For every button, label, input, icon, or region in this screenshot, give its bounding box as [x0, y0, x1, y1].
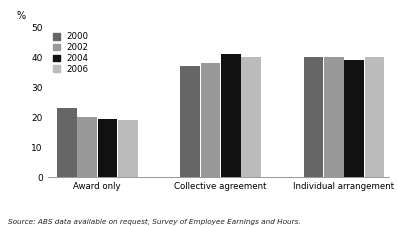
- Bar: [98, 119, 117, 177]
- Bar: [180, 66, 200, 177]
- Bar: [364, 57, 384, 177]
- Bar: [57, 108, 77, 177]
- Bar: [221, 54, 241, 177]
- Text: %: %: [17, 11, 26, 21]
- Bar: [344, 60, 364, 177]
- Bar: [200, 63, 220, 177]
- Bar: [241, 57, 261, 177]
- Text: Source: ABS data available on request, Survey of Employee Earnings and Hours.: Source: ABS data available on request, S…: [8, 219, 301, 225]
- Bar: [118, 120, 137, 177]
- Bar: [77, 117, 97, 177]
- Bar: [304, 57, 323, 177]
- Legend: 2000, 2002, 2004, 2006: 2000, 2002, 2004, 2006: [52, 32, 89, 74]
- Bar: [324, 57, 343, 177]
